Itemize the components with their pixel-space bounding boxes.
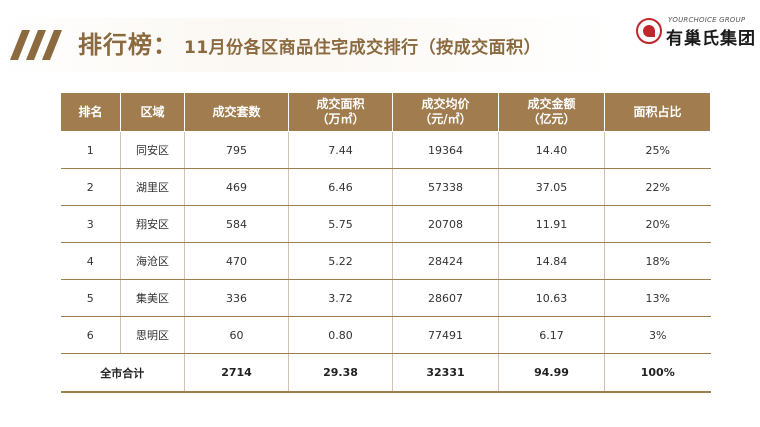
table-row: 3 翔安区 584 5.75 20708 11.91 20%: [60, 205, 711, 243]
cell-total-label: 全市合计: [60, 353, 185, 393]
cell-area: 3.72: [288, 279, 393, 317]
cell-area-share: 18%: [604, 242, 711, 280]
ranking-table: 排名 区域 成交套数 成交面积 （万㎡） 成交均价 （元/㎡） 成交金额 （亿元） 面…: [60, 92, 711, 393]
col-header-units: 成交套数: [184, 92, 289, 132]
col-header-district: 区域: [120, 92, 185, 132]
title-subtitle: 11月份各区商品住宅成交排行（按成交面积）: [184, 38, 542, 58]
cell-area-share: 25%: [604, 131, 711, 169]
cell-amount: 14.84: [498, 242, 605, 280]
cell-total-amount: 94.99: [498, 353, 605, 393]
cell-rank: 2: [60, 168, 121, 206]
cell-units: 469: [184, 168, 289, 206]
cell-area: 0.80: [288, 316, 393, 354]
cell-amount: 37.05: [498, 168, 605, 206]
cell-avg-price: 19364: [392, 131, 499, 169]
cell-amount: 10.63: [498, 279, 605, 317]
col-header-rank: 排名: [60, 92, 121, 132]
table-row: 4 海沧区 470 5.22 28424 14.84 18%: [60, 242, 711, 280]
table-row: 2 湖里区 469 6.46 57338 37.05 22%: [60, 168, 711, 206]
title-main: 排行榜：: [78, 31, 178, 59]
cell-area-share: 13%: [604, 279, 711, 317]
logo-chinese-text: 有巢氏集团: [666, 29, 756, 49]
col-header-amount: 成交金额 （亿元）: [498, 92, 605, 132]
cell-area: 6.46: [288, 168, 393, 206]
cell-amount: 14.40: [498, 131, 605, 169]
cell-avg-price: 57338: [392, 168, 499, 206]
cell-district: 海沧区: [120, 242, 185, 280]
cell-district: 集美区: [120, 279, 185, 317]
cell-units: 584: [184, 205, 289, 243]
cell-avg-price: 28424: [392, 242, 499, 280]
cell-total-area: 29.38: [288, 353, 393, 393]
cell-rank: 3: [60, 205, 121, 243]
cell-amount: 11.91: [498, 205, 605, 243]
cell-units: 60: [184, 316, 289, 354]
cell-district: 同安区: [120, 131, 185, 169]
cell-rank: 6: [60, 316, 121, 354]
table-row: 6 思明区 60 0.80 77491 6.17 3%: [60, 316, 711, 354]
company-logo: YOURCHOICE GROUP 有巢氏集团: [636, 10, 756, 50]
cell-area: 5.75: [288, 205, 393, 243]
cell-area-share: 20%: [604, 205, 711, 243]
cell-total-avg-price: 32331: [392, 353, 499, 393]
cell-area: 5.22: [288, 242, 393, 280]
cell-rank: 1: [60, 131, 121, 169]
col-header-area: 成交面积 （万㎡）: [288, 92, 393, 132]
col-header-area-share: 面积占比: [604, 92, 711, 132]
logo-english-text: YOURCHOICE GROUP: [668, 16, 746, 24]
cell-district: 湖里区: [120, 168, 185, 206]
cell-amount: 6.17: [498, 316, 605, 354]
table-total-row: 全市合计 2714 29.38 32331 94.99 100%: [60, 353, 711, 393]
col-header-avg-price: 成交均价 （元/㎡）: [392, 92, 499, 132]
cell-units: 470: [184, 242, 289, 280]
cell-avg-price: 20708: [392, 205, 499, 243]
header-band: [0, 18, 620, 72]
cell-rank: 4: [60, 242, 121, 280]
cell-area-share: 22%: [604, 168, 711, 206]
cell-district: 翔安区: [120, 205, 185, 243]
cell-area-share: 3%: [604, 316, 711, 354]
cell-total-area-share: 100%: [604, 353, 711, 393]
cell-district: 思明区: [120, 316, 185, 354]
cell-total-units: 2714: [184, 353, 289, 393]
cell-area: 7.44: [288, 131, 393, 169]
cell-avg-price: 28607: [392, 279, 499, 317]
table-header-row: 排名 区域 成交套数 成交面积 （万㎡） 成交均价 （元/㎡） 成交金额 （亿元） 面…: [60, 92, 711, 132]
table-row: 5 集美区 336 3.72 28607 10.63 13%: [60, 279, 711, 317]
cell-avg-price: 77491: [392, 316, 499, 354]
logo-mark-icon: [636, 18, 662, 44]
cell-units: 795: [184, 131, 289, 169]
table-row: 1 同安区 795 7.44 19364 14.40 25%: [60, 131, 711, 169]
page-title: 排行榜： 11月份各区商品住宅成交排行（按成交面积）: [78, 28, 541, 62]
decorative-stripes: [10, 30, 62, 60]
cell-units: 336: [184, 279, 289, 317]
cell-rank: 5: [60, 279, 121, 317]
